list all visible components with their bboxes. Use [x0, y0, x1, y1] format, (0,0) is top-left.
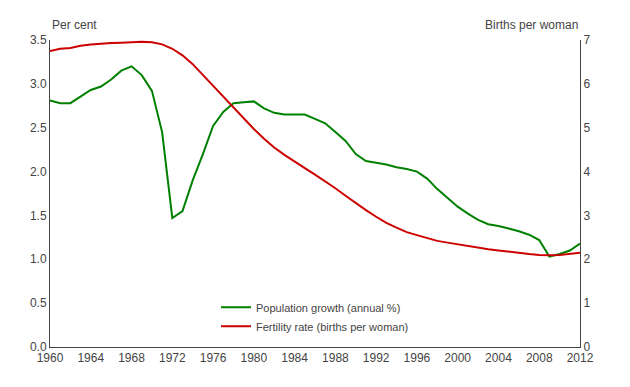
- svg-text:2000: 2000: [444, 351, 471, 365]
- svg-text:1980: 1980: [240, 351, 267, 365]
- svg-text:2004: 2004: [485, 351, 512, 365]
- svg-text:1960: 1960: [37, 351, 64, 365]
- svg-text:2.5: 2.5: [30, 121, 47, 135]
- svg-text:3.0: 3.0: [30, 77, 47, 91]
- svg-text:1976: 1976: [200, 351, 227, 365]
- svg-text:1.0: 1.0: [30, 252, 47, 266]
- svg-text:1.5: 1.5: [30, 209, 47, 223]
- svg-text:1992: 1992: [363, 351, 390, 365]
- svg-text:Population growth (annual %): Population growth (annual %): [256, 302, 400, 314]
- svg-text:0.5: 0.5: [30, 296, 47, 310]
- svg-text:4: 4: [583, 165, 590, 179]
- svg-text:1972: 1972: [159, 351, 186, 365]
- svg-text:1: 1: [583, 296, 590, 310]
- svg-text:2012: 2012: [567, 351, 594, 365]
- svg-text:1968: 1968: [118, 351, 145, 365]
- svg-text:Per cent: Per cent: [52, 18, 97, 32]
- svg-text:1964: 1964: [77, 351, 104, 365]
- svg-text:2008: 2008: [526, 351, 553, 365]
- svg-text:Fertility rate (births per wom: Fertility rate (births per woman): [256, 321, 408, 333]
- svg-text:2: 2: [583, 252, 590, 266]
- svg-text:Births per woman: Births per woman: [485, 18, 578, 32]
- svg-text:1988: 1988: [322, 351, 349, 365]
- svg-text:3.5: 3.5: [30, 33, 47, 47]
- svg-text:7: 7: [583, 33, 590, 47]
- svg-text:0: 0: [583, 340, 590, 354]
- svg-text:6: 6: [583, 77, 590, 91]
- svg-text:0.0: 0.0: [30, 340, 47, 354]
- svg-text:3: 3: [583, 209, 590, 223]
- svg-text:1984: 1984: [281, 351, 308, 365]
- svg-text:2.0: 2.0: [30, 165, 47, 179]
- svg-text:1996: 1996: [404, 351, 431, 365]
- svg-text:5: 5: [583, 121, 590, 135]
